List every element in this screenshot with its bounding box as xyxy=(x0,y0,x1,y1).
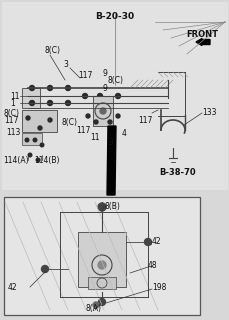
Circle shape xyxy=(65,85,70,91)
Text: 114(A): 114(A) xyxy=(3,156,28,164)
Circle shape xyxy=(28,153,32,157)
Circle shape xyxy=(93,302,98,308)
Text: 1: 1 xyxy=(10,99,15,108)
Circle shape xyxy=(38,126,42,130)
Circle shape xyxy=(98,203,106,211)
Text: 117: 117 xyxy=(76,125,90,134)
Circle shape xyxy=(98,261,106,269)
Text: 117: 117 xyxy=(137,116,152,124)
Text: 42: 42 xyxy=(151,236,161,245)
Text: 3: 3 xyxy=(108,138,112,147)
Bar xyxy=(22,133,42,145)
Circle shape xyxy=(115,93,120,99)
Text: 8(C): 8(C) xyxy=(108,76,123,84)
Text: 48: 48 xyxy=(147,260,157,269)
Circle shape xyxy=(25,138,29,142)
Text: 3: 3 xyxy=(63,60,68,68)
Text: 114(B): 114(B) xyxy=(34,156,59,164)
Text: 9: 9 xyxy=(103,84,107,92)
Text: 8(C): 8(C) xyxy=(4,108,20,117)
Text: 8(B): 8(B) xyxy=(105,202,120,211)
FancyArrow shape xyxy=(195,38,209,45)
Circle shape xyxy=(47,85,52,91)
Circle shape xyxy=(82,93,87,99)
Text: 8(C): 8(C) xyxy=(62,117,78,126)
Bar xyxy=(88,277,115,289)
Circle shape xyxy=(48,118,52,122)
Circle shape xyxy=(144,238,151,245)
Circle shape xyxy=(100,108,106,114)
Text: B-20-30: B-20-30 xyxy=(95,12,134,21)
Bar xyxy=(93,96,112,126)
Circle shape xyxy=(98,299,105,306)
Text: 4: 4 xyxy=(121,129,126,138)
Circle shape xyxy=(26,116,30,120)
Text: 117: 117 xyxy=(4,116,18,124)
Text: 198: 198 xyxy=(151,283,166,292)
Circle shape xyxy=(36,158,40,162)
Text: 133: 133 xyxy=(201,108,215,116)
Text: 9: 9 xyxy=(103,68,107,77)
Bar xyxy=(22,110,57,132)
Circle shape xyxy=(33,138,37,142)
Bar xyxy=(4,197,199,315)
Text: FRONT: FRONT xyxy=(185,30,217,39)
Text: 42: 42 xyxy=(8,283,18,292)
Text: B-38-70: B-38-70 xyxy=(159,168,195,177)
Text: 11: 11 xyxy=(10,92,19,100)
Text: 117: 117 xyxy=(78,70,92,79)
Bar xyxy=(2,2,227,190)
Circle shape xyxy=(40,143,44,147)
Bar xyxy=(22,88,40,108)
Text: 8(C): 8(C) xyxy=(45,45,61,54)
Text: 11: 11 xyxy=(90,132,99,141)
Bar xyxy=(78,232,125,287)
Text: 8(A): 8(A) xyxy=(86,305,101,314)
Circle shape xyxy=(29,100,34,106)
Polygon shape xyxy=(106,126,115,195)
Text: 113: 113 xyxy=(6,127,20,137)
Circle shape xyxy=(94,120,98,124)
Circle shape xyxy=(108,120,112,124)
Circle shape xyxy=(97,93,102,99)
Circle shape xyxy=(115,114,120,118)
Circle shape xyxy=(41,266,48,273)
Circle shape xyxy=(47,100,52,106)
Circle shape xyxy=(65,100,70,106)
Circle shape xyxy=(29,85,34,91)
Circle shape xyxy=(86,114,90,118)
